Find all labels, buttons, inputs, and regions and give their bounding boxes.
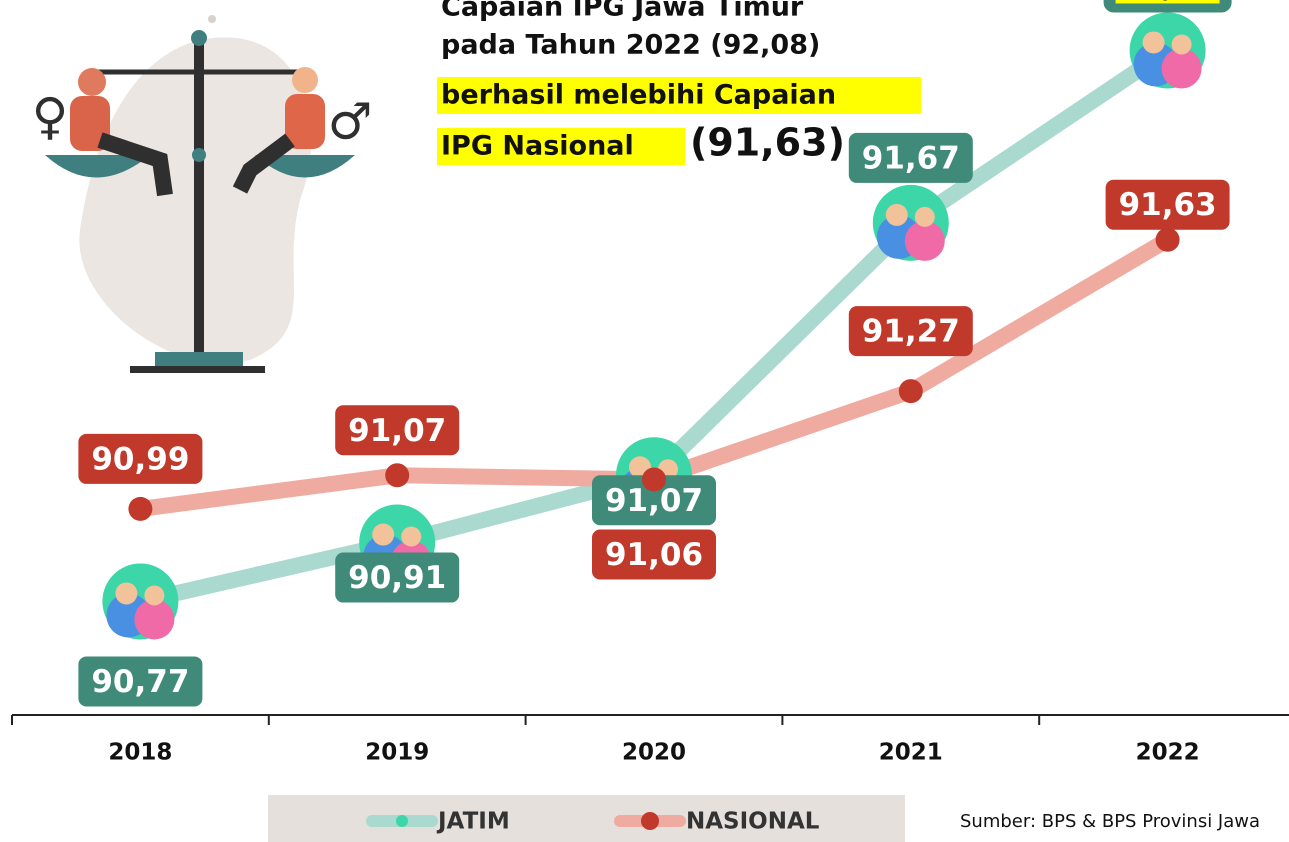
x-tick-label: 2022 bbox=[1136, 740, 1200, 766]
nasional-marker bbox=[1155, 227, 1180, 252]
legend-dot bbox=[641, 812, 659, 830]
avatar-person bbox=[1161, 48, 1202, 89]
avatar-person bbox=[904, 220, 945, 261]
chart-title: Capaian IPG Jawa Timur bbox=[441, 0, 804, 23]
legend-dot bbox=[396, 815, 408, 827]
nasional-marker bbox=[385, 463, 410, 488]
value-label: 90,91 bbox=[348, 560, 446, 596]
chart-title: pada Tahun 2022 (92,08) bbox=[441, 30, 820, 61]
value-label-box bbox=[592, 529, 716, 580]
avatar-head bbox=[401, 526, 422, 547]
jatim-marker bbox=[1129, 12, 1206, 89]
legend-label: NASIONAL bbox=[686, 809, 820, 835]
avatar-head bbox=[885, 203, 908, 226]
avatar-person bbox=[134, 599, 175, 640]
value-label-box bbox=[78, 433, 203, 484]
value-label-box bbox=[592, 475, 716, 526]
chart-title: IPG Nasional bbox=[441, 131, 634, 162]
value-label-box bbox=[1105, 179, 1230, 230]
avatar-head bbox=[914, 206, 935, 227]
value-label: 90,77 bbox=[91, 664, 189, 700]
value-label-highlight bbox=[1115, 0, 1220, 4]
value-label: 90,99 bbox=[91, 441, 189, 477]
value-label: 91,63 bbox=[1119, 187, 1217, 223]
svg-text:♂: ♂ bbox=[328, 93, 373, 151]
illustration: ♀ ♂ bbox=[32, 15, 373, 373]
source: Sumber: BPS & BPS Provinsi Jawa bbox=[960, 811, 1260, 832]
value-label: 91,67 bbox=[862, 140, 960, 176]
svg-text:♀: ♀ bbox=[32, 88, 69, 146]
avatar-head bbox=[1171, 34, 1192, 55]
avatar-head bbox=[144, 585, 165, 606]
title-highlight bbox=[437, 77, 921, 114]
x-tick-label: 2021 bbox=[879, 740, 943, 766]
value-label-box bbox=[848, 132, 973, 183]
value-label: 92,08 bbox=[1119, 0, 1217, 4]
x-tick-label: 2020 bbox=[622, 740, 686, 766]
value-label-box bbox=[335, 405, 460, 456]
value-label-box bbox=[335, 552, 460, 603]
value-label-box bbox=[78, 656, 203, 707]
avatar-head bbox=[1142, 31, 1165, 54]
legend-label: JATIM bbox=[436, 809, 510, 835]
value-label: 91,07 bbox=[348, 413, 446, 449]
jatim-marker bbox=[102, 563, 179, 640]
nasional-marker bbox=[128, 496, 153, 521]
avatar-head bbox=[115, 582, 138, 605]
value-label: 91,27 bbox=[862, 314, 960, 350]
title-highlight bbox=[437, 128, 685, 165]
value-label: 91,06 bbox=[605, 537, 703, 573]
avatar-head bbox=[372, 523, 395, 546]
nasional-marker bbox=[642, 467, 666, 492]
nasional-marker bbox=[898, 379, 923, 404]
x-tick-label: 2018 bbox=[108, 740, 172, 766]
jatim-marker bbox=[872, 184, 949, 261]
value-label-box bbox=[848, 306, 973, 357]
chart-title: (91,63) bbox=[690, 121, 845, 165]
chart-title: berhasil melebihi Capaian bbox=[441, 80, 836, 111]
x-tick-label: 2019 bbox=[365, 740, 429, 766]
